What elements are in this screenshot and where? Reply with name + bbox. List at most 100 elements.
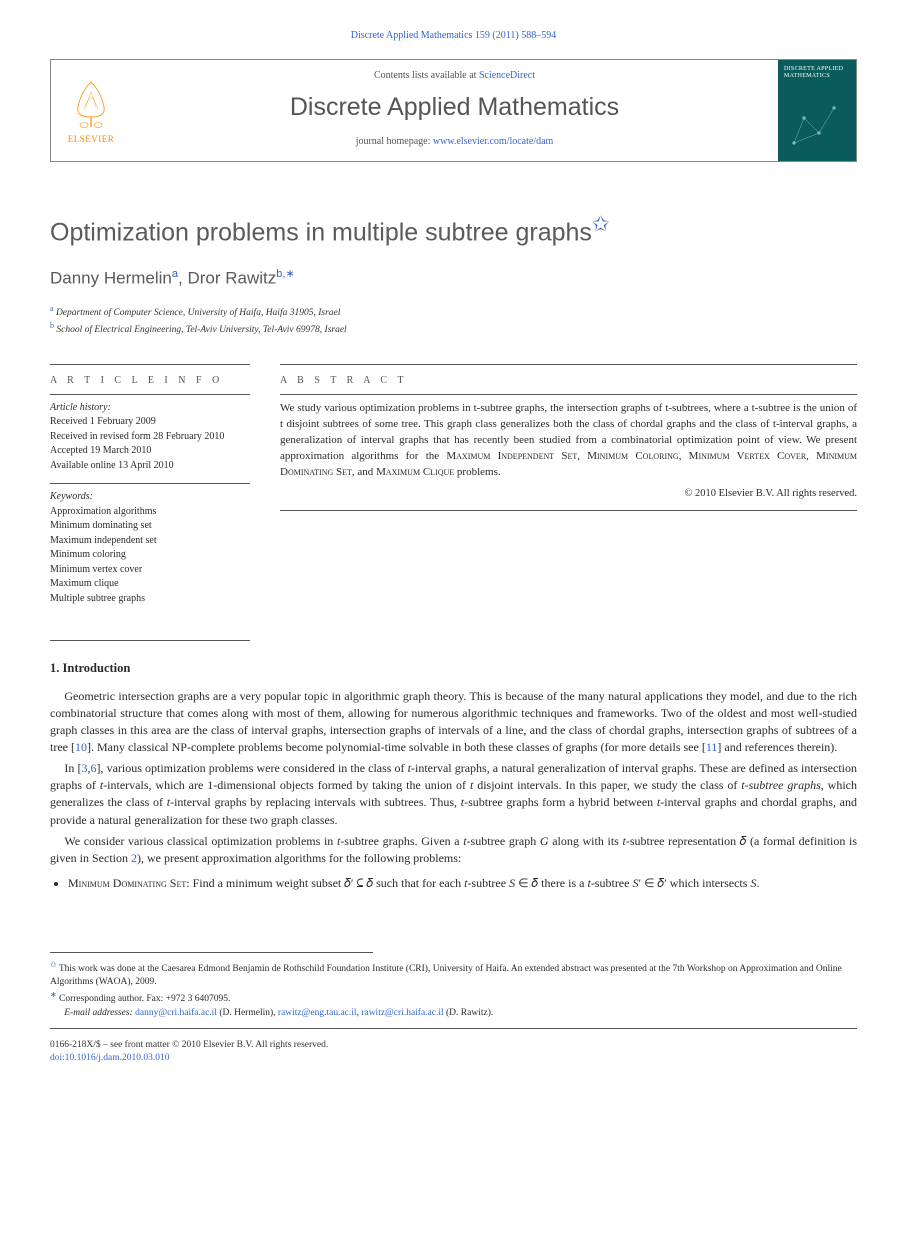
cover-title: DISCRETE APPLIED MATHEMATICS: [784, 66, 850, 80]
article-history: Article history: Received 1 February 200…: [50, 395, 250, 484]
footnote-2-text: Corresponding author. Fax: +972 3 640709…: [59, 995, 230, 1005]
abs-t: ,: [806, 450, 816, 462]
affiliation-b-text: School of Electrical Engineering, Tel-Av…: [56, 326, 346, 336]
p-t: ]. Many classical NP-complete problems b…: [87, 740, 706, 754]
p-t: G: [540, 834, 549, 848]
abs-t: problems.: [454, 466, 500, 478]
journal-title: Discrete Applied Mathematics: [131, 93, 778, 122]
affiliation-a-text: Department of Computer Science, Universi…: [56, 308, 340, 318]
author-1[interactable]: Danny Hermelin: [50, 269, 172, 288]
rule: [280, 510, 857, 511]
corresponding-mark-link[interactable]: ∗: [285, 268, 294, 280]
abs-t: t-subtree graphs: [474, 402, 545, 414]
p-t: -intervals, which are 1-dimensional obje…: [103, 778, 470, 792]
keyword: Maximum independent set: [50, 534, 250, 549]
contents-prefix: Contents lists available at: [374, 70, 479, 81]
email-label: E-mail addresses:: [64, 1008, 133, 1018]
paragraph-3: We consider various classical optimizati…: [50, 833, 857, 867]
p-t: -subtree graphs. Given a: [340, 834, 463, 848]
keywords-label: Keywords:: [50, 490, 250, 505]
p-t: In [: [64, 761, 81, 775]
email-1-link[interactable]: danny@cri.haifa.ac.il: [135, 1008, 217, 1018]
abstract-copyright: © 2010 Elsevier B.V. All rights reserved…: [280, 486, 857, 501]
email-3-who: (D. Rawitz).: [444, 1008, 494, 1018]
abs-t: We study various optimization problems i…: [280, 402, 474, 414]
running-head-link[interactable]: Discrete Applied Mathematics 159 (2011) …: [351, 30, 556, 41]
abs-sc: Maximum Clique: [376, 466, 454, 478]
ref-11-link[interactable]: 11: [706, 740, 718, 754]
p-t: t-subtree graphs: [741, 778, 820, 792]
affiliation-b: b School of Electrical Engineering, Tel-…: [50, 320, 857, 337]
li-t: ∈ 𝛿 there is a: [515, 876, 587, 890]
footnote-corr-mark: ∗: [50, 990, 57, 999]
article-info-column: A R T I C L E I N F O Article history: R…: [50, 364, 250, 617]
paragraph-2: In [3,6], various optimization problems …: [50, 760, 857, 828]
journal-cover-thumbnail: DISCRETE APPLIED MATHEMATICS: [778, 60, 856, 161]
abs-sc: Maximum Independent Set: [446, 450, 577, 462]
journal-header-box: ELSEVIER Contents lists available at Sci…: [50, 59, 857, 162]
keyword: Maximum clique: [50, 577, 250, 592]
section-1-heading: 1. Introduction: [50, 661, 857, 676]
keywords-block: Keywords: Approximation algorithms Minim…: [50, 484, 250, 616]
title-footnote-link[interactable]: ✩: [592, 213, 609, 236]
li-t: ′ ∈ 𝛿′ which intersects: [638, 876, 750, 890]
p-t: -interval graphs by replacing intervals …: [170, 795, 461, 809]
footnote-2: ∗ Corresponding author. Fax: +972 3 6407…: [50, 989, 857, 1006]
p-t: along with its: [549, 834, 623, 848]
rule: [50, 640, 250, 641]
abs-t: disjoint subtrees of some tree. This gra…: [283, 418, 773, 430]
footnote-1: ✩ This work was done at the Caesarea Edm…: [50, 959, 857, 990]
doi-label[interactable]: doi:: [50, 1053, 65, 1063]
elsevier-logo: ELSEVIER: [51, 60, 131, 161]
keyword: Approximation algorithms: [50, 505, 250, 520]
abs-t: ,: [577, 450, 587, 462]
affiliation-a: a Department of Computer Science, Univer…: [50, 303, 857, 320]
history-revised: Received in revised form 28 February 201…: [50, 430, 250, 445]
elsevier-wordmark: ELSEVIER: [68, 134, 115, 144]
problem-list: Minimum Dominating Set: Find a minimum w…: [50, 875, 857, 892]
keyword: Minimum coloring: [50, 548, 250, 563]
abs-sc: Minimum Coloring: [587, 450, 678, 462]
list-item: Minimum Dominating Set: Find a minimum w…: [68, 875, 857, 892]
bottom-matter: 0166-218X/$ – see front matter © 2010 El…: [50, 1039, 857, 1066]
li-t: -subtree: [591, 876, 633, 890]
ref-10-link[interactable]: 10: [75, 740, 87, 754]
li-t: -subtree: [467, 876, 509, 890]
keyword: Multiple subtree graphs: [50, 592, 250, 607]
article-title: Optimization problems in multiple subtre…: [50, 212, 857, 247]
doi-line: doi:10.1016/j.dam.2010.03.010: [50, 1052, 857, 1065]
email-2-link[interactable]: rawitz@eng.tau.ac.il: [278, 1008, 357, 1018]
sciencedirect-link[interactable]: ScienceDirect: [479, 70, 535, 81]
p-t: ), we present approximation algorithms f…: [137, 851, 461, 865]
footnotes: ✩ This work was done at the Caesarea Edm…: [50, 959, 857, 1021]
email-3-link[interactable]: rawitz@cri.haifa.ac.il: [361, 1008, 443, 1018]
keyword: Minimum vertex cover: [50, 563, 250, 578]
abstract-text: We study various optimization problems i…: [280, 395, 857, 510]
history-online: Available online 13 April 2010: [50, 459, 250, 474]
abstract-column: A B S T R A C T We study various optimiz…: [280, 364, 857, 617]
author-1-aff[interactable]: a: [172, 268, 178, 280]
doi-link[interactable]: 10.1016/j.dam.2010.03.010: [65, 1053, 170, 1063]
homepage-prefix: journal homepage:: [356, 136, 433, 147]
article-info-heading: A R T I C L E I N F O: [50, 365, 250, 394]
author-list: Danny Hermelina, Dror Rawitzb,∗: [50, 267, 857, 289]
body-section: 1. Introduction Geometric intersection g…: [50, 661, 857, 891]
history-label: Article history:: [50, 401, 250, 416]
article-title-text: Optimization problems in multiple subtre…: [50, 218, 592, 246]
p-t: ], various optimization problems were co…: [96, 761, 407, 775]
footnote-1-text: This work was done at the Caesarea Edmon…: [50, 964, 842, 987]
front-matter-line: 0166-218X/$ – see front matter © 2010 El…: [50, 1039, 857, 1052]
homepage-link[interactable]: www.elsevier.com/locate/dam: [433, 136, 553, 147]
abstract-heading: A B S T R A C T: [280, 365, 857, 394]
p-t: -subtree graphs form a hybrid between: [464, 795, 657, 809]
history-accepted: Accepted 19 March 2010: [50, 444, 250, 459]
abs-sc: Minimum Vertex Cover: [689, 450, 807, 462]
li-t: : Find a minimum weight subset 𝛿′ ⊆ 𝛿 su…: [186, 876, 464, 890]
history-received: Received 1 February 2009: [50, 415, 250, 430]
author-2[interactable]: Dror Rawitz: [187, 269, 276, 288]
footnote-star-icon: ✩: [50, 960, 57, 969]
running-head: Discrete Applied Mathematics 159 (2011) …: [50, 30, 857, 41]
info-abstract-row: A R T I C L E I N F O Article history: R…: [50, 364, 857, 617]
p-t: -subtree graph: [467, 834, 540, 848]
elsevier-tree-icon: [66, 77, 116, 132]
